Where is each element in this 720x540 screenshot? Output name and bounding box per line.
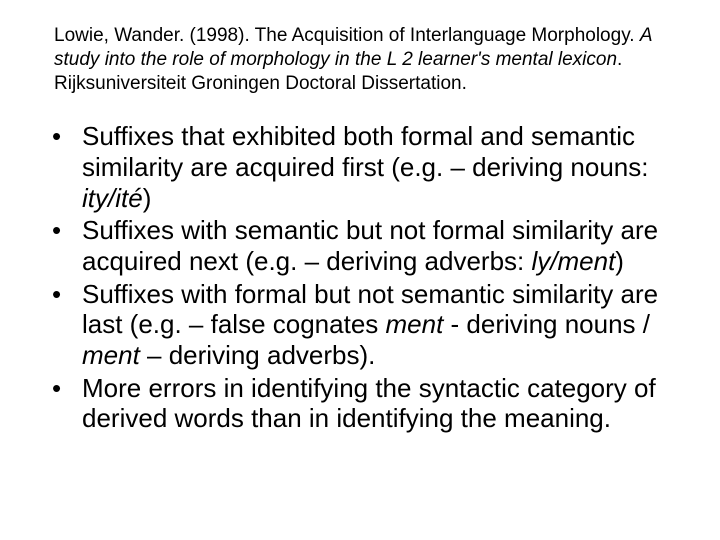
citation-reference: Lowie, Wander. (1998). The Acquisition o… — [54, 24, 680, 95]
bullet-list: Suffixes that exhibited both formal and … — [40, 121, 680, 434]
list-item: Suffixes that exhibited both formal and … — [40, 121, 680, 213]
bullet-text: ) — [143, 183, 152, 213]
bullet-text: More errors in identifying the syntactic… — [82, 373, 656, 434]
bullet-italic: ity/ité — [82, 183, 143, 213]
bullet-text: - deriving nouns / — [443, 309, 650, 339]
list-item: More errors in identifying the syntactic… — [40, 373, 680, 434]
slide: Lowie, Wander. (1998). The Acquisition o… — [0, 0, 720, 540]
list-item: Suffixes with formal but not semantic si… — [40, 279, 680, 371]
bullet-italic: ment — [386, 309, 444, 339]
citation-text-pre: Lowie, Wander. (1998). The Acquisition o… — [54, 25, 640, 46]
bullet-text: – deriving adverbs). — [140, 340, 376, 370]
bullet-text: Suffixes that exhibited both formal and … — [82, 121, 648, 182]
list-item: Suffixes with semantic but not formal si… — [40, 215, 680, 276]
bullet-italic: ment — [82, 340, 140, 370]
bullet-italic: ly/ment — [531, 246, 615, 276]
bullet-text: ) — [615, 246, 624, 276]
